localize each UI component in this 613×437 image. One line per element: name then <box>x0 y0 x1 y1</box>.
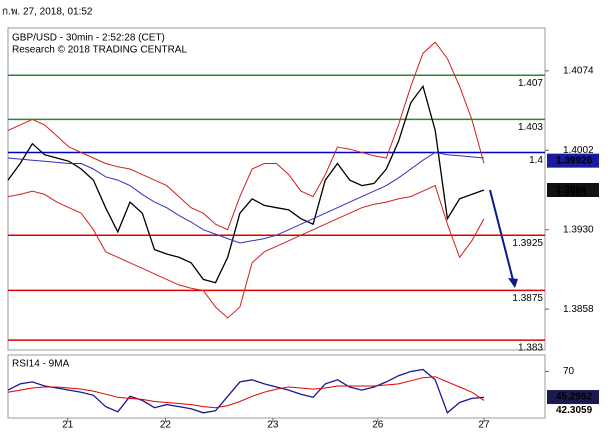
panel-title: RSI14 - 9MA <box>12 359 70 370</box>
y-tick-label: 70 <box>563 366 575 377</box>
level-label: 1.407 <box>518 78 543 89</box>
price-label: 42.3059 <box>556 405 593 416</box>
series-line <box>7 151 485 244</box>
panel-subtitle: Research © 2018 TRADING CENTRAL <box>12 45 187 56</box>
price-box <box>547 153 599 168</box>
x-tick-label: 23 <box>267 420 279 431</box>
x-tick-label: 26 <box>372 420 384 431</box>
price-box <box>547 390 599 405</box>
level-label: 1.3925 <box>512 238 543 249</box>
y-tick-label: 1.4002 <box>563 145 594 156</box>
level-label: 1.403 <box>518 122 543 133</box>
rsi-frame <box>7 354 546 419</box>
series-line <box>7 41 485 231</box>
timestamp: ก.พ. 27, 2018, 01:52 <box>2 7 93 18</box>
price-label: 1.39926 <box>556 155 593 166</box>
level-label: 1.4 <box>529 155 543 166</box>
x-tick-label: 27 <box>478 420 490 431</box>
series-line <box>7 84 485 284</box>
panel-title: GBP/USD - 30min - 2:52:28 (CET) <box>12 33 165 44</box>
series-line <box>7 368 485 414</box>
y-tick-label: 1.3930 <box>563 224 594 235</box>
x-tick-label: 21 <box>62 420 74 431</box>
level-label: 1.3875 <box>512 293 543 304</box>
price-box <box>547 183 599 197</box>
series-line <box>7 184 485 319</box>
x-tick-label: 22 <box>160 420 172 431</box>
level-label: 1.383 <box>518 343 543 354</box>
price-frame <box>7 27 546 351</box>
arrow-head <box>508 278 518 288</box>
price-label: 1.3963 <box>556 188 587 199</box>
series-line <box>7 376 485 409</box>
y-tick-label: 1.4074 <box>563 65 594 76</box>
y-tick-label: 1.3858 <box>563 304 594 315</box>
price-label: 45.2952 <box>556 392 593 403</box>
price-label: 1.3966 <box>556 185 587 196</box>
